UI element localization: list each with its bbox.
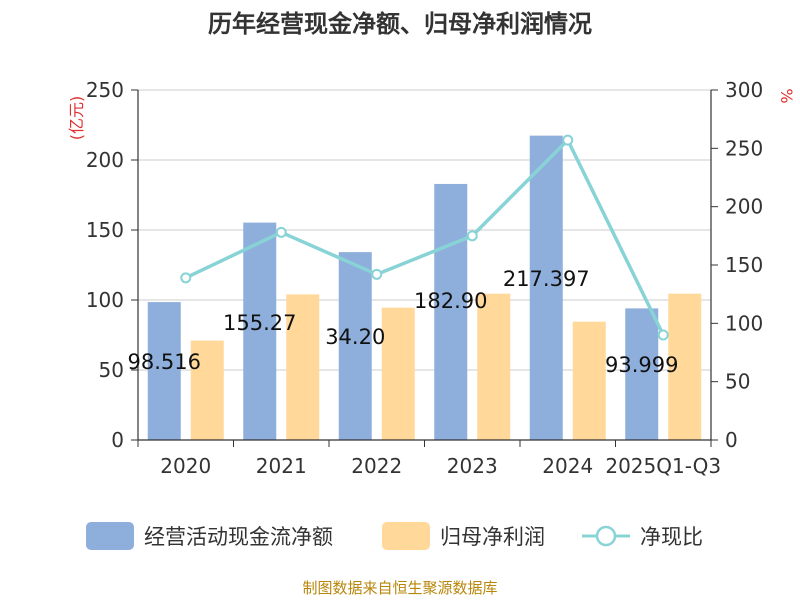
cash-flow-bar bbox=[625, 308, 659, 440]
ratio-point bbox=[371, 268, 383, 280]
x-tick-label: 2021 bbox=[256, 454, 307, 478]
y-right-tick-label: 0 bbox=[725, 428, 738, 452]
ratio-point bbox=[275, 226, 287, 238]
x-tick-label: 2025Q1-Q3 bbox=[605, 454, 721, 478]
y-left-tick-label: 150 bbox=[86, 218, 124, 242]
x-tick-label: 2024 bbox=[542, 454, 593, 478]
y-right-tick-label: 150 bbox=[725, 253, 763, 277]
data-labels: 98.516 155.27 34.20 182.90 217.397 93.999 bbox=[128, 267, 679, 377]
y-right-tick-label: 300 bbox=[725, 78, 763, 102]
y-right-tick-label: 200 bbox=[725, 195, 763, 219]
x-tick-label: 2022 bbox=[351, 454, 402, 478]
x-tick-label: 2023 bbox=[447, 454, 498, 478]
y-left-tick-label: 200 bbox=[86, 148, 124, 172]
cash-flow-data-label: 217.397 bbox=[503, 267, 590, 291]
y-right-unit: % bbox=[777, 88, 796, 103]
y-left-tick-label: 0 bbox=[111, 428, 124, 452]
cash-flow-data-label: 34.20 bbox=[325, 325, 385, 349]
ratio-point bbox=[562, 134, 574, 146]
net-profit-bar bbox=[286, 294, 320, 440]
cash-flow-bar bbox=[338, 252, 372, 440]
y-left-tick-label: 250 bbox=[86, 78, 124, 102]
bars bbox=[147, 135, 702, 440]
cash-flow-data-label: 182.90 bbox=[414, 289, 487, 313]
net-profit-bar bbox=[477, 293, 511, 440]
y-right-tick-label: 50 bbox=[725, 370, 750, 394]
source-footer: 制图数据来自恒生聚源数据库 bbox=[302, 579, 498, 597]
chart-title: 历年经营现金净额、归母净利润情况 bbox=[208, 10, 592, 38]
cash-flow-bar bbox=[434, 183, 468, 440]
ratio-line-path bbox=[184, 138, 665, 336]
legend: 经营活动现金流净额 归母净利润 净现比 bbox=[86, 522, 703, 550]
grid-lines bbox=[138, 89, 711, 371]
net-profit-bar bbox=[668, 293, 702, 440]
y-left-tick-label: 50 bbox=[99, 358, 124, 382]
net-profit-bar bbox=[381, 307, 415, 440]
y-left-tick-label: 100 bbox=[86, 288, 124, 312]
legend-ratio-label: 净现比 bbox=[640, 525, 703, 549]
legend-cash-flow-label: 经营活动现金流净额 bbox=[144, 525, 333, 549]
cash-flow-bar bbox=[243, 222, 277, 440]
ratio-point bbox=[466, 230, 478, 242]
ratio-point bbox=[657, 329, 669, 341]
cash-flow-data-label: 155.27 bbox=[223, 311, 296, 335]
axes: 0 50 100 150 200 250 0 50 100 150 200 250 300 (亿元) % 20… bbox=[67, 78, 796, 478]
legend-net-profit-label: 归母净利润 bbox=[440, 525, 545, 549]
legend-cash-flow-swatch bbox=[86, 522, 134, 550]
cash-flow-bar bbox=[529, 135, 563, 440]
x-tick-label: 2020 bbox=[160, 454, 211, 478]
cash-flow-data-label: 98.516 bbox=[128, 350, 201, 374]
cash-flow-data-label: 93.999 bbox=[605, 353, 678, 377]
ratio-point bbox=[180, 272, 192, 284]
cash-flow-bar bbox=[147, 302, 181, 440]
legend-ratio-marker bbox=[595, 525, 617, 547]
legend-net-profit-swatch bbox=[382, 522, 430, 550]
ratio-line bbox=[180, 134, 669, 341]
net-profit-bar bbox=[572, 321, 606, 440]
y-right-tick-label: 100 bbox=[725, 311, 763, 335]
y-right-tick-label: 250 bbox=[725, 136, 763, 160]
y-left-unit: (亿元) bbox=[67, 96, 86, 141]
net-profit-bar bbox=[190, 340, 224, 440]
